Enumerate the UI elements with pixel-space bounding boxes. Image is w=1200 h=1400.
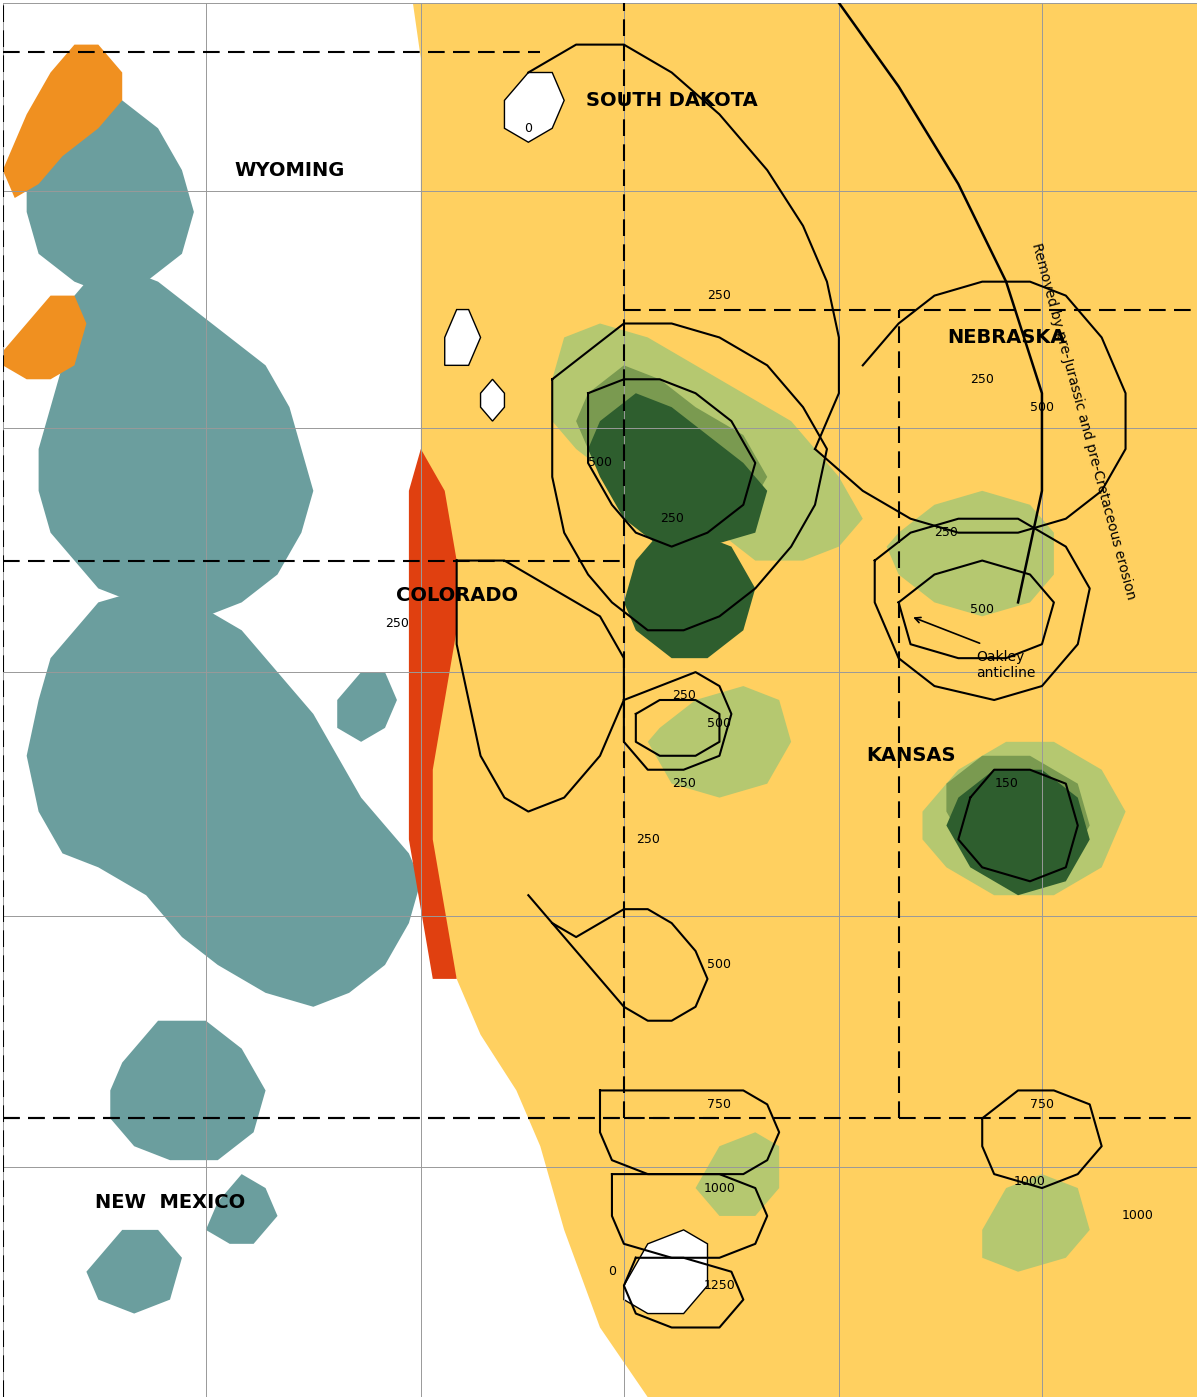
Polygon shape	[38, 267, 313, 616]
Polygon shape	[576, 365, 767, 532]
Polygon shape	[648, 686, 791, 798]
Polygon shape	[409, 449, 457, 979]
Text: 250: 250	[660, 512, 684, 525]
Polygon shape	[2, 45, 122, 197]
Polygon shape	[624, 1229, 708, 1313]
Polygon shape	[337, 672, 397, 742]
Polygon shape	[947, 770, 1090, 895]
Polygon shape	[26, 101, 194, 295]
Polygon shape	[947, 756, 1090, 881]
Polygon shape	[923, 742, 1126, 895]
Text: 250: 250	[708, 290, 731, 302]
Polygon shape	[206, 1175, 277, 1243]
Text: 500: 500	[708, 717, 732, 731]
Polygon shape	[624, 532, 755, 658]
Text: SOUTH DAKOTA: SOUTH DAKOTA	[586, 91, 757, 109]
Text: KANSAS: KANSAS	[866, 746, 955, 766]
Text: 500: 500	[708, 959, 732, 972]
Text: 500: 500	[588, 456, 612, 469]
Text: 250: 250	[672, 689, 696, 703]
Polygon shape	[445, 309, 480, 365]
Text: 750: 750	[1030, 1098, 1054, 1110]
Text: NEBRASKA: NEBRASKA	[947, 328, 1066, 347]
Polygon shape	[552, 323, 863, 560]
Text: WYOMING: WYOMING	[234, 161, 344, 179]
Text: 250: 250	[636, 833, 660, 846]
Text: 1250: 1250	[703, 1280, 736, 1292]
Polygon shape	[696, 1133, 779, 1217]
Polygon shape	[409, 0, 1200, 1400]
Polygon shape	[588, 393, 767, 546]
Polygon shape	[86, 1229, 182, 1313]
Text: 750: 750	[708, 1098, 732, 1110]
Text: NEW  MEXICO: NEW MEXICO	[95, 1193, 245, 1211]
Text: 1000: 1000	[703, 1182, 736, 1194]
Text: 250: 250	[971, 372, 994, 386]
Text: 250: 250	[935, 526, 959, 539]
Polygon shape	[26, 588, 421, 1007]
Polygon shape	[887, 491, 1054, 616]
Text: 0: 0	[608, 1266, 616, 1278]
Text: 150: 150	[994, 777, 1018, 790]
Text: 1000: 1000	[1014, 1175, 1046, 1187]
Text: 250: 250	[672, 777, 696, 790]
Text: Removed by pre-Jurassic and pre-Cretaceous erosion: Removed by pre-Jurassic and pre-Cretaceo…	[1030, 241, 1139, 601]
Text: Oakley
anticline: Oakley anticline	[977, 650, 1036, 680]
Polygon shape	[2, 295, 86, 379]
Text: COLORADO: COLORADO	[396, 587, 517, 605]
Polygon shape	[110, 1021, 265, 1161]
Text: 500: 500	[1030, 400, 1054, 413]
Polygon shape	[504, 73, 564, 143]
Polygon shape	[480, 379, 504, 421]
Text: 500: 500	[971, 603, 995, 616]
Text: 1000: 1000	[1122, 1210, 1153, 1222]
Text: 0: 0	[524, 122, 533, 134]
Polygon shape	[983, 1175, 1090, 1271]
Text: 250: 250	[385, 617, 409, 630]
